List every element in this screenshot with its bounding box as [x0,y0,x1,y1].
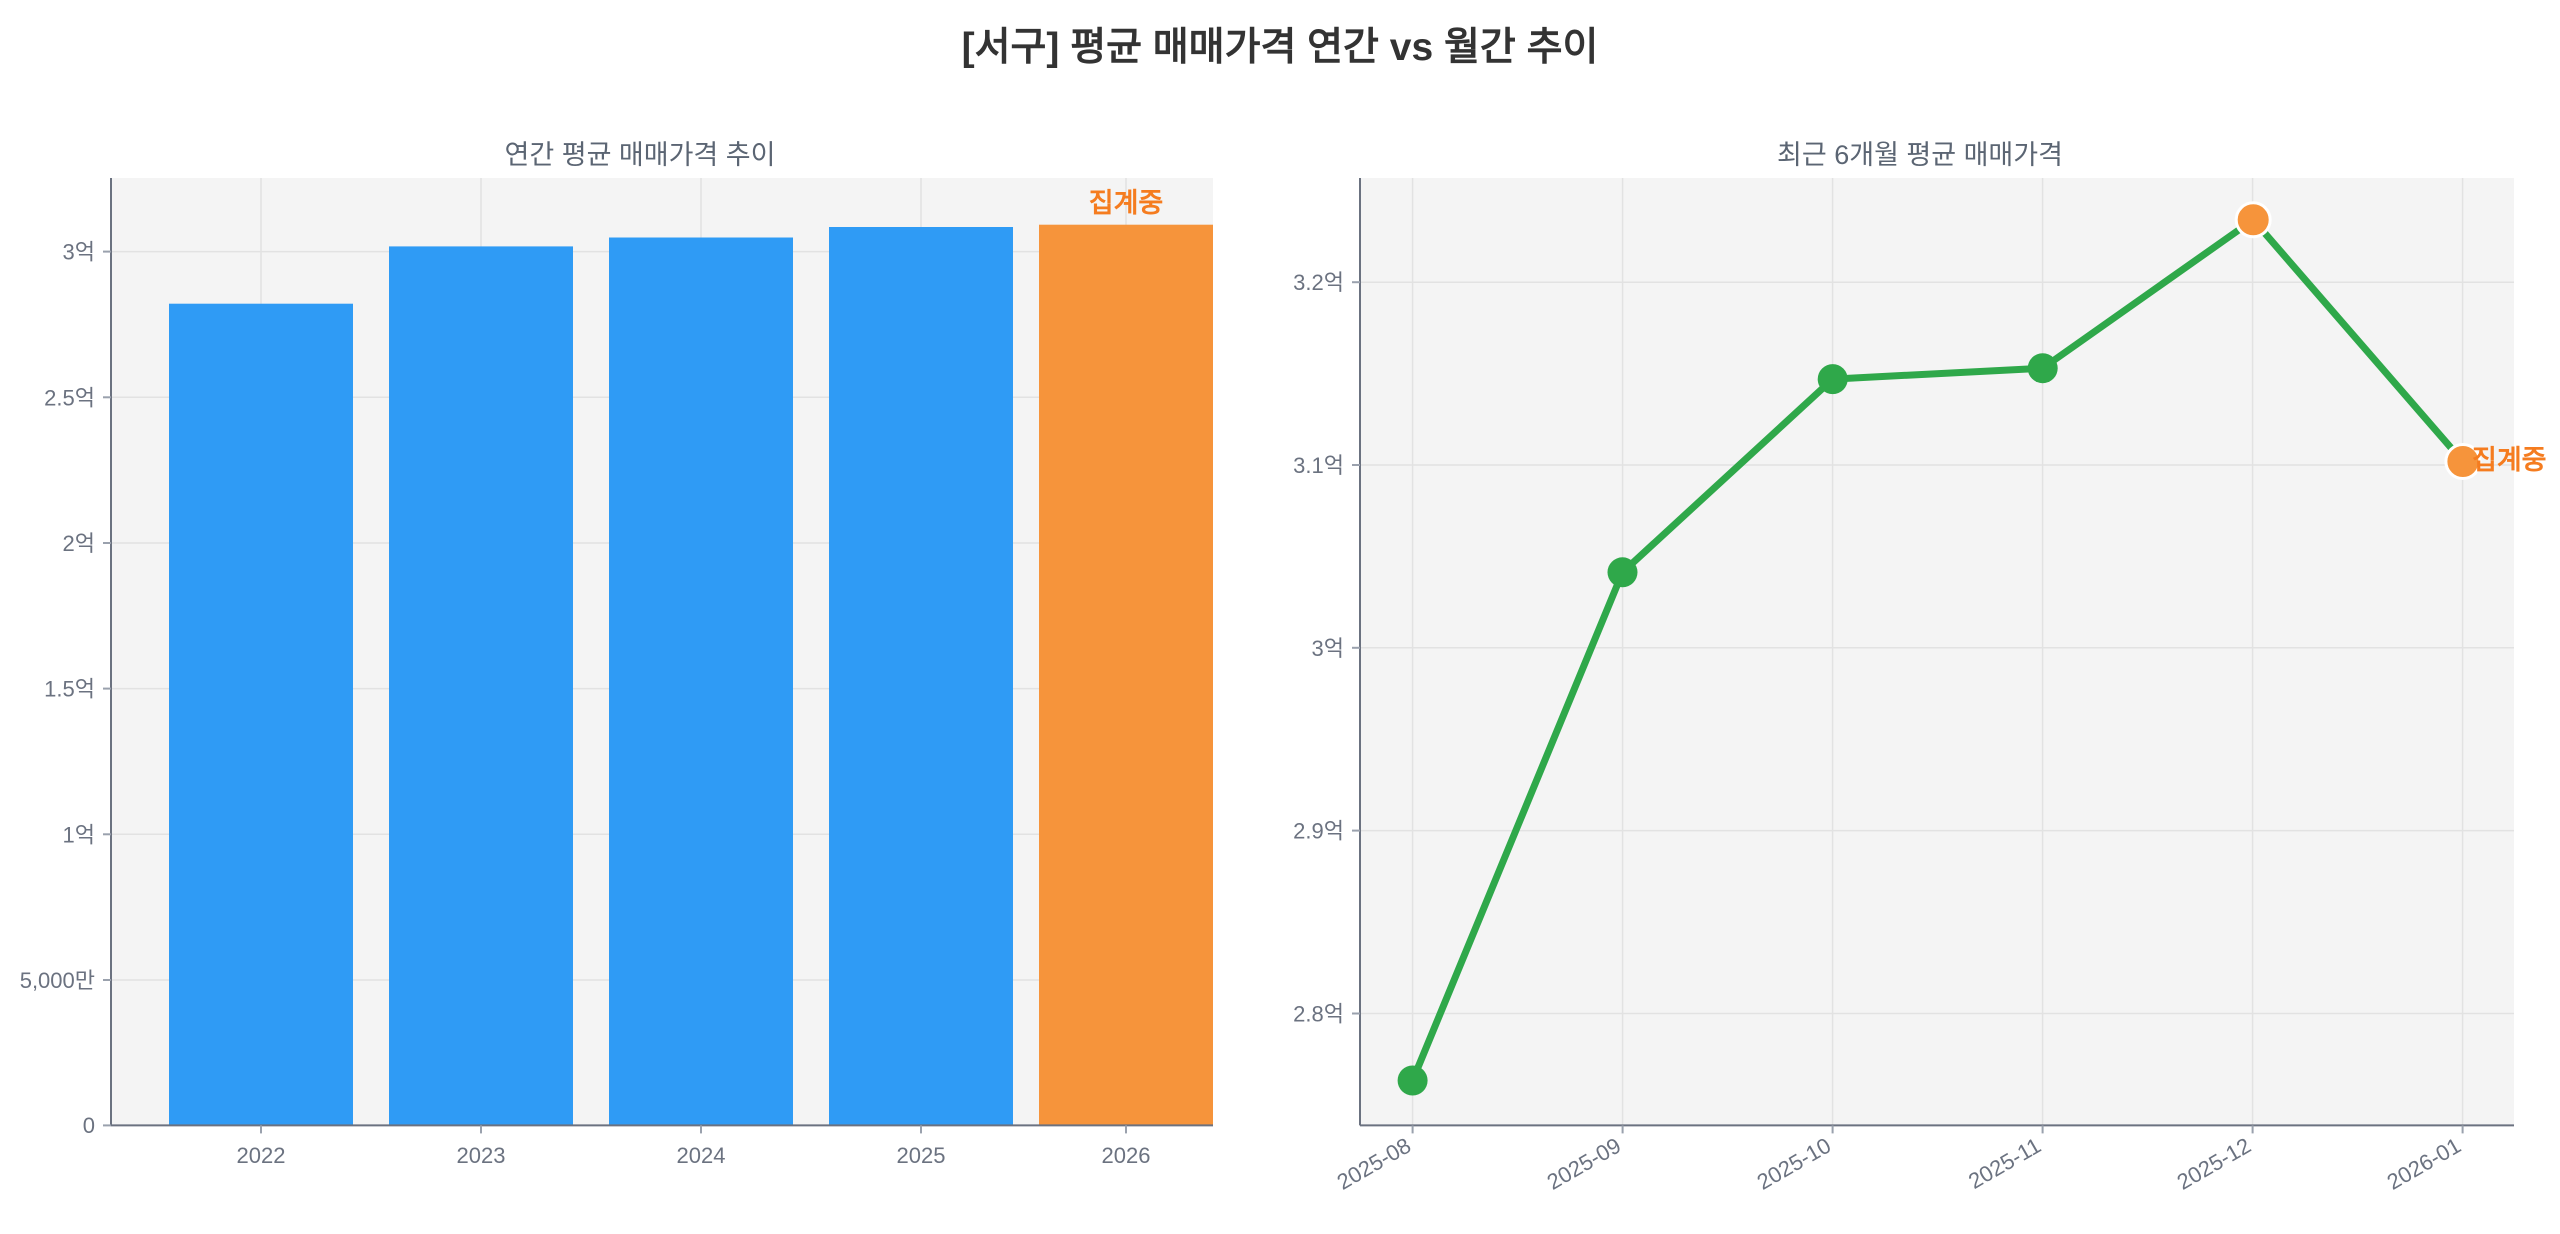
svg-text:2025-08: 2025-08 [1333,1133,1415,1195]
svg-text:2025-10: 2025-10 [1753,1133,1835,1195]
svg-text:집계중: 집계중 [1089,188,1164,218]
svg-text:2024: 2024 [677,1143,726,1168]
svg-text:집계중: 집계중 [2472,445,2547,475]
svg-text:2억: 2억 [63,531,95,556]
svg-text:2.5억: 2.5억 [44,385,95,410]
svg-text:2.9억: 2.9억 [1293,819,1344,844]
svg-text:3.2억: 3.2억 [1293,270,1344,295]
svg-text:1억: 1억 [63,822,95,847]
svg-text:2.8억: 2.8억 [1293,1002,1344,1027]
svg-text:2022: 2022 [237,1143,286,1168]
svg-text:3억: 3억 [1312,636,1344,661]
svg-text:2025-11: 2025-11 [1964,1133,2045,1194]
svg-text:2025-09: 2025-09 [1543,1133,1625,1195]
svg-text:2026-01: 2026-01 [2383,1133,2465,1195]
svg-text:1.5억: 1.5억 [44,677,95,702]
svg-text:5,000만: 5,000만 [20,968,95,993]
svg-text:0: 0 [83,1113,95,1138]
svg-text:2025-12: 2025-12 [2173,1133,2255,1195]
svg-text:3.1억: 3.1억 [1293,453,1344,478]
svg-text:2025: 2025 [897,1143,946,1168]
svg-text:3억: 3억 [63,240,95,265]
svg-text:2026: 2026 [1102,1143,1151,1168]
svg-text:2023: 2023 [457,1143,506,1168]
